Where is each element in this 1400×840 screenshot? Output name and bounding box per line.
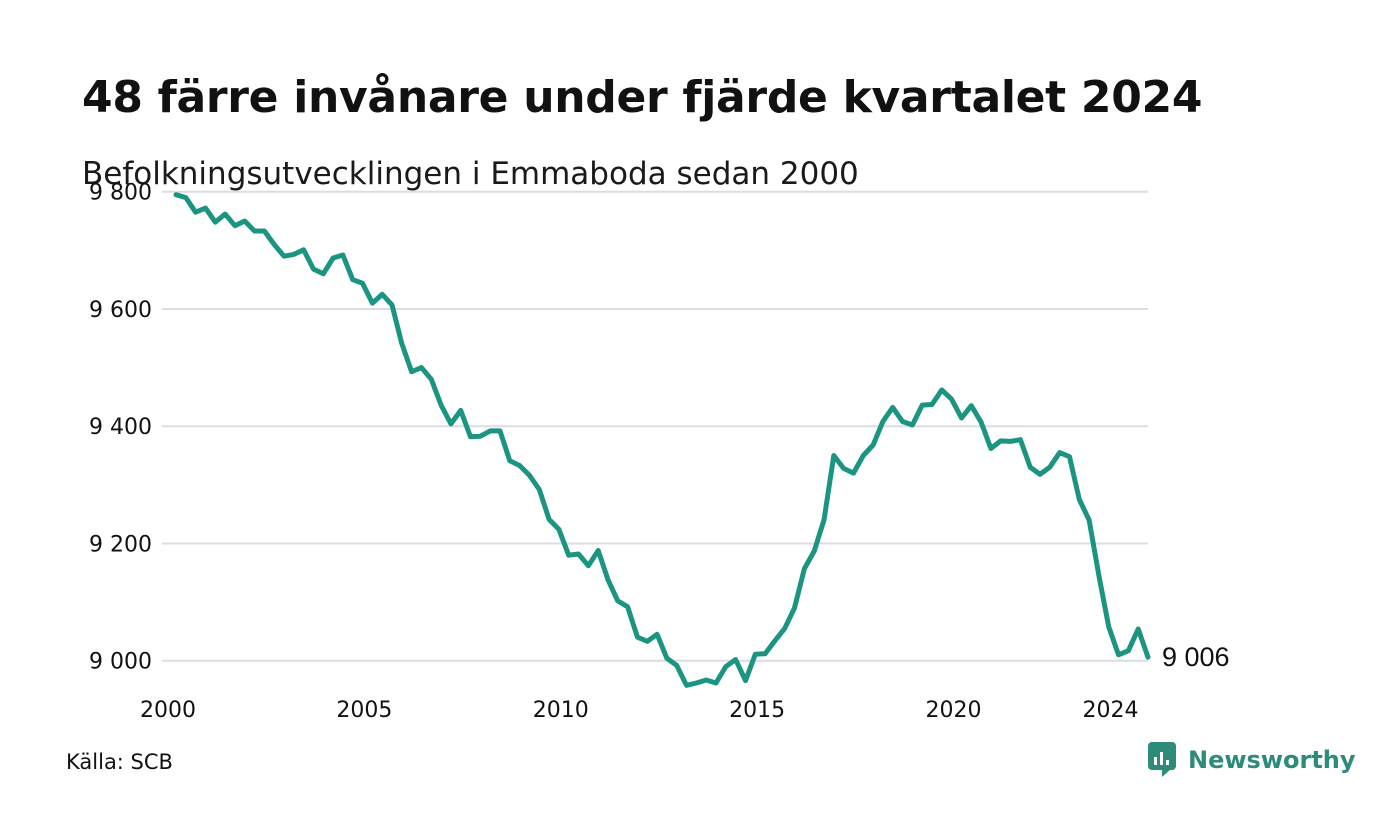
chart-title: 48 färre invånare under fjärde kvartalet… (82, 72, 1203, 123)
population-line (173, 192, 1151, 688)
x-tick-label: 2000 (140, 698, 196, 723)
series-layer (173, 192, 1151, 688)
y-tick-label: 9 600 (89, 298, 152, 323)
x-tick-label: 2015 (729, 698, 785, 723)
x-tick-label: 2005 (336, 698, 392, 723)
end-value-label: 9 006 (1162, 642, 1230, 672)
y-tick-label: 9 200 (89, 532, 152, 557)
x-tick-label: 2010 (533, 698, 589, 723)
source-note: Källa: SCB (66, 750, 173, 774)
chart-subtitle: Befolkningsutvecklingen i Emmaboda sedan… (82, 156, 859, 192)
x-tick-label: 2024 (1083, 698, 1139, 723)
y-axis-ticks: 9 000 9 200 9 400 9 600 9 800 (89, 181, 152, 675)
y-tick-label: 9 800 (89, 181, 152, 206)
x-tick-label: 2020 (925, 698, 981, 723)
newsworthy-logo-icon (1148, 742, 1176, 777)
y-tick-label: 9 400 (89, 415, 152, 440)
x-axis-ticks: 2000 2005 2010 2015 2020 2024 (140, 698, 1139, 723)
y-tick-label: 9 000 (89, 650, 152, 675)
brand-logo[interactable]: Newsworthy (1148, 742, 1356, 778)
brand-name: Newsworthy (1188, 746, 1356, 774)
